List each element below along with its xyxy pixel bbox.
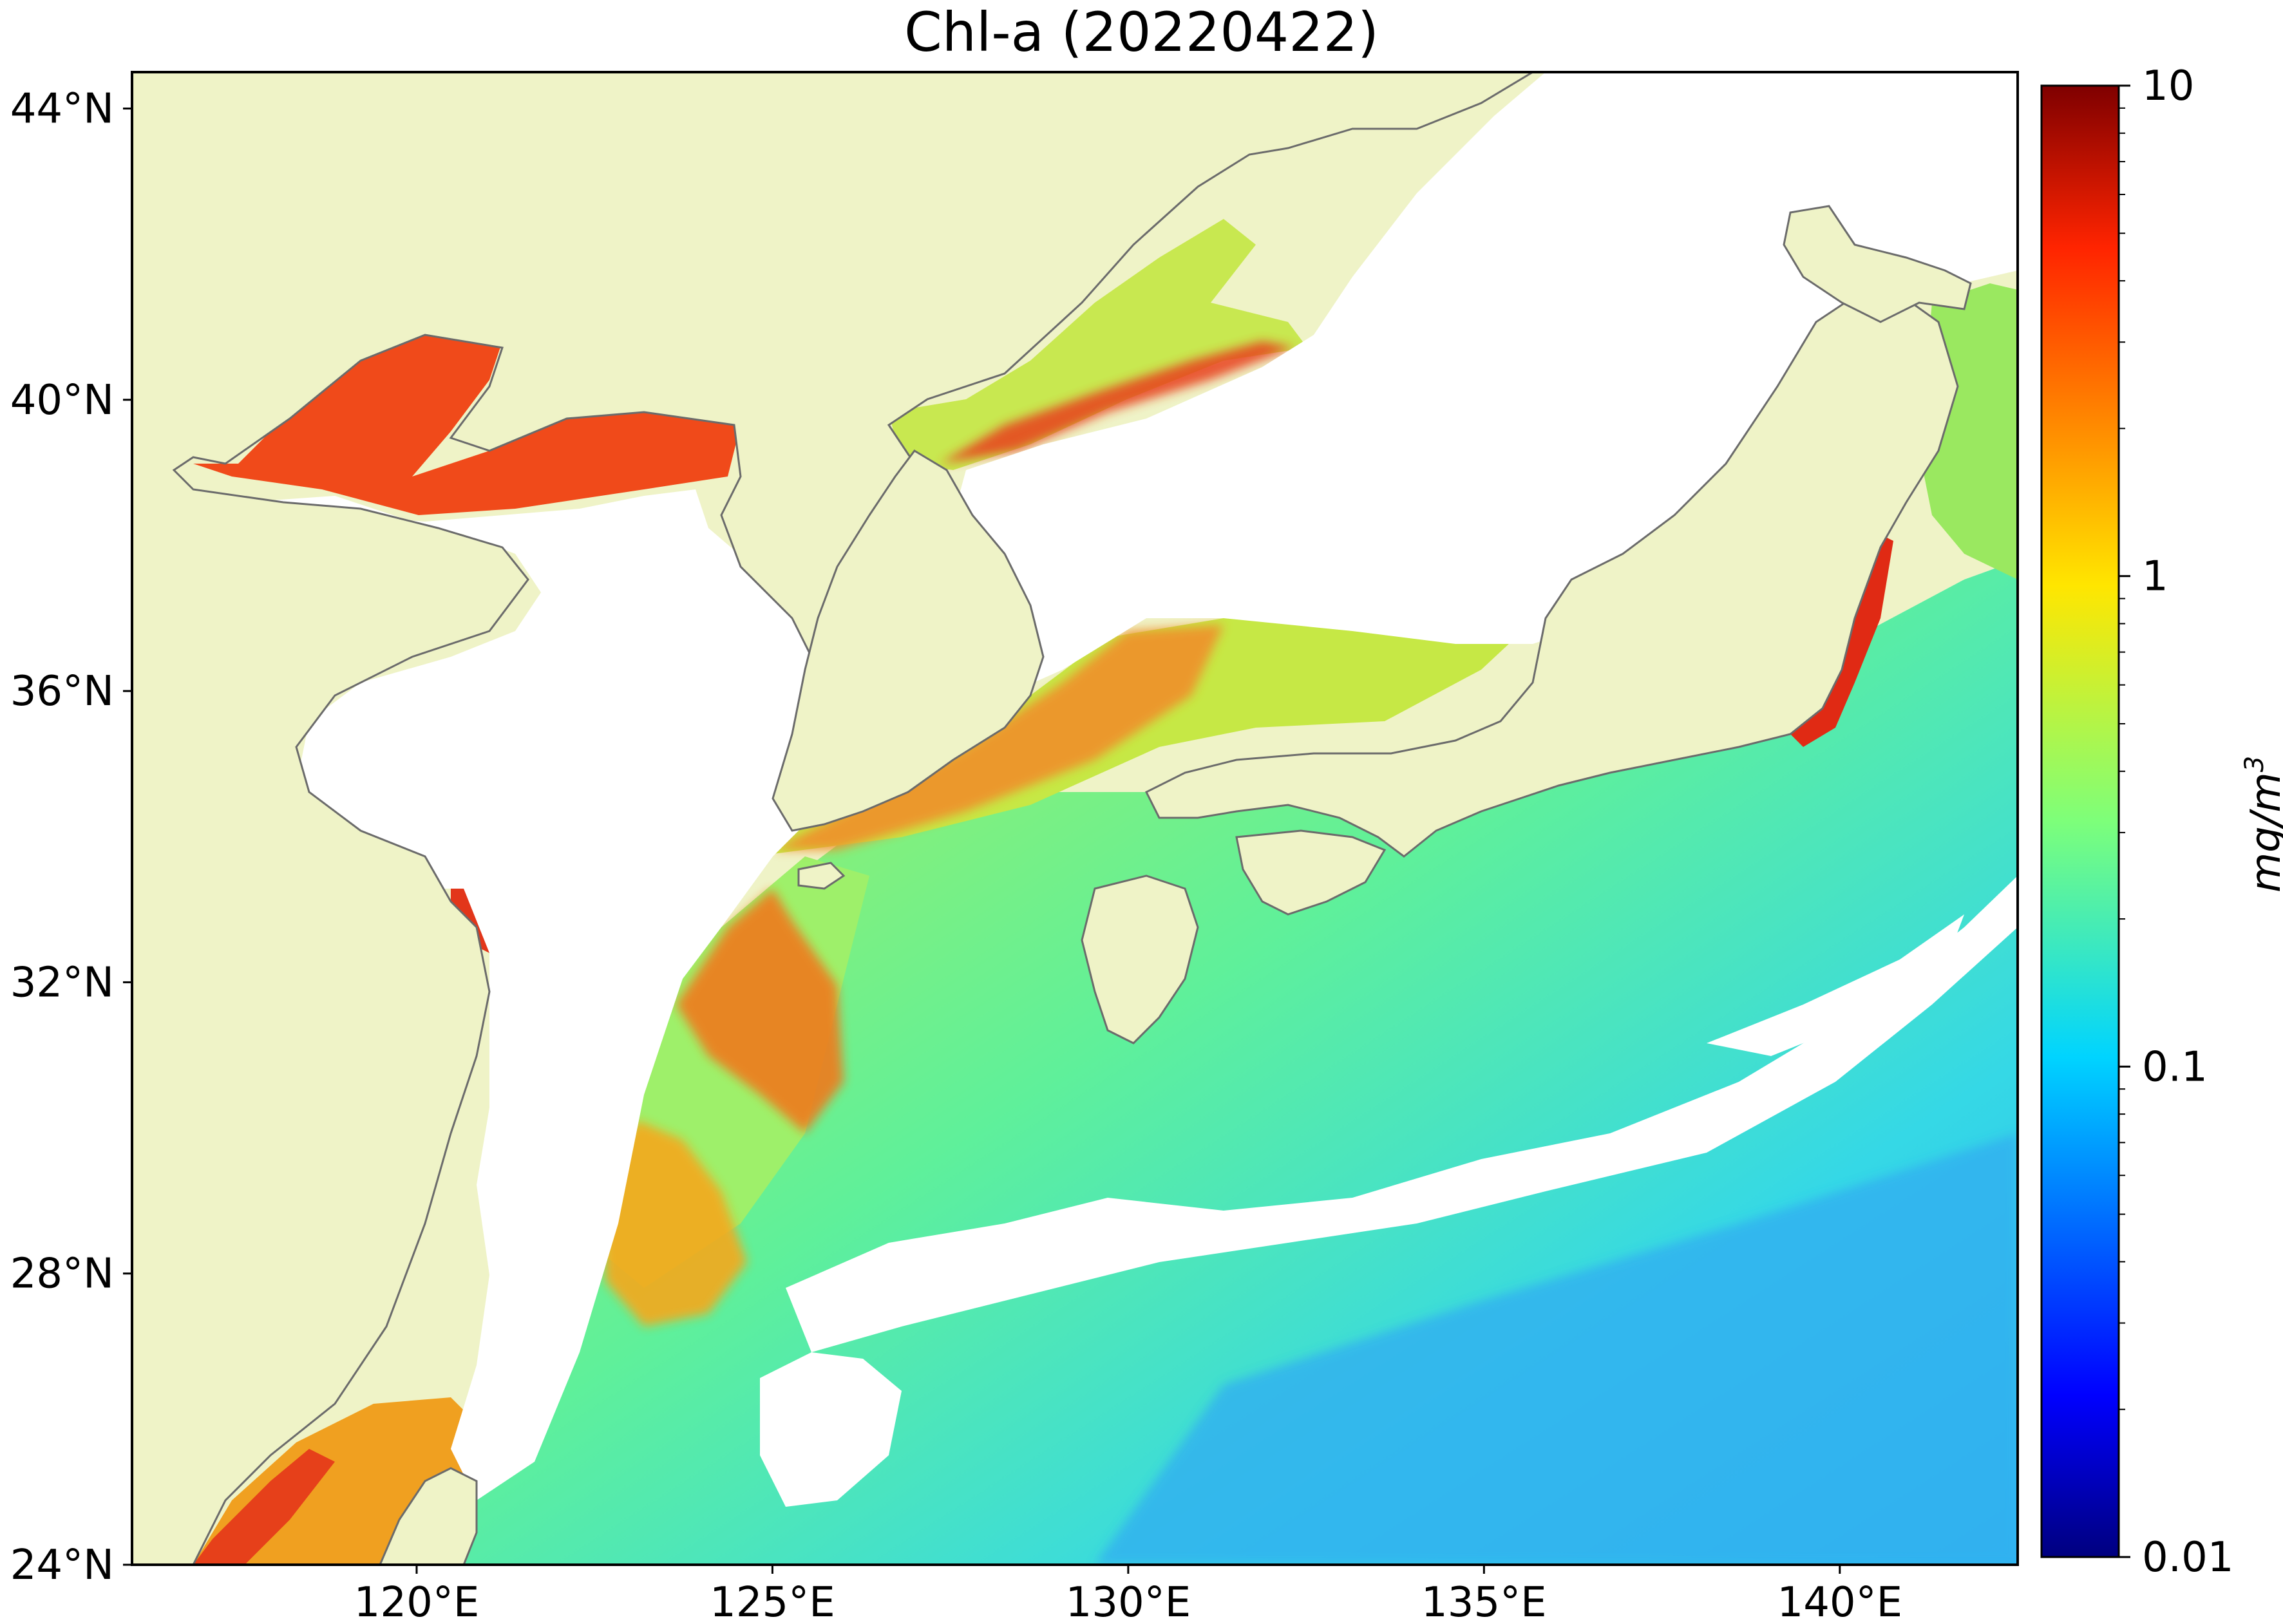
east-china-sea-bloom-south xyxy=(599,1120,747,1327)
cloud-band-east xyxy=(1707,914,1964,1056)
bohai-bloom xyxy=(193,335,741,515)
lon-tick-label: 140°E xyxy=(1777,1579,1902,1624)
colorbar-label-text: mg/m xyxy=(2242,772,2283,892)
lat-tick-label: 36°N xyxy=(10,668,114,715)
lon-tick-label: 135°E xyxy=(1421,1579,1547,1624)
colorbar-label-superscript: 3 xyxy=(2240,756,2269,772)
lon-tick-label: 130°E xyxy=(1066,1579,1191,1624)
map-title: Chl-a (20220422) xyxy=(904,1,1379,64)
jeju-island xyxy=(797,862,846,890)
lat-tick-label: 32°N xyxy=(10,959,114,1006)
lon-tick-label: 120°E xyxy=(354,1579,480,1624)
colorbar-tick-label: 0.1 xyxy=(2142,1043,2208,1091)
colorbar-label: mg/m3 xyxy=(2240,756,2283,892)
map-axes: 120°E 125°E 130°E 135°E 140°E 44°N 40°N 36°N 32°… xyxy=(10,86,1902,1624)
map-area[interactable] xyxy=(132,72,2018,1565)
japan-honshu xyxy=(1144,288,1959,858)
taiwan-coast-red xyxy=(193,1449,335,1565)
map-frame xyxy=(131,71,2019,1566)
colorbar-tick-label: 10 xyxy=(2142,62,2194,110)
lat-tick-label: 24°N xyxy=(10,1542,114,1589)
colorbar-tick-label: 1 xyxy=(2142,553,2168,601)
east-china-sea-bloom xyxy=(676,889,844,1133)
lat-tick-label: 40°N xyxy=(10,377,114,424)
japan-shikoku xyxy=(1235,829,1387,916)
cloud-mask-yellow-sea xyxy=(148,477,850,1500)
japan-kyushu xyxy=(1081,874,1199,1044)
sea-of-japan-north-band xyxy=(889,219,1307,470)
east-korea-bay-bloom xyxy=(940,341,1294,464)
japan-hokkaido xyxy=(1783,205,1972,323)
lat-tick-label: 44°N xyxy=(10,86,114,133)
cloud-band-subtropical xyxy=(786,876,2018,1352)
lat-tick-label: 28°N xyxy=(10,1251,114,1298)
lon-tick-label: 125°E xyxy=(710,1579,835,1624)
taiwan-island xyxy=(379,1467,478,1565)
colorbar-ticks: 10 1 0.1 0.01 xyxy=(2119,62,2234,1582)
korean-peninsula xyxy=(772,449,1045,832)
colorbar-tick-label: 0.01 xyxy=(2142,1534,2234,1582)
low-chl-region xyxy=(1095,1133,2018,1565)
cloud-band-west xyxy=(760,1352,902,1507)
colorbar-gradient xyxy=(2040,84,2120,1558)
china-mainland xyxy=(132,72,1535,1565)
